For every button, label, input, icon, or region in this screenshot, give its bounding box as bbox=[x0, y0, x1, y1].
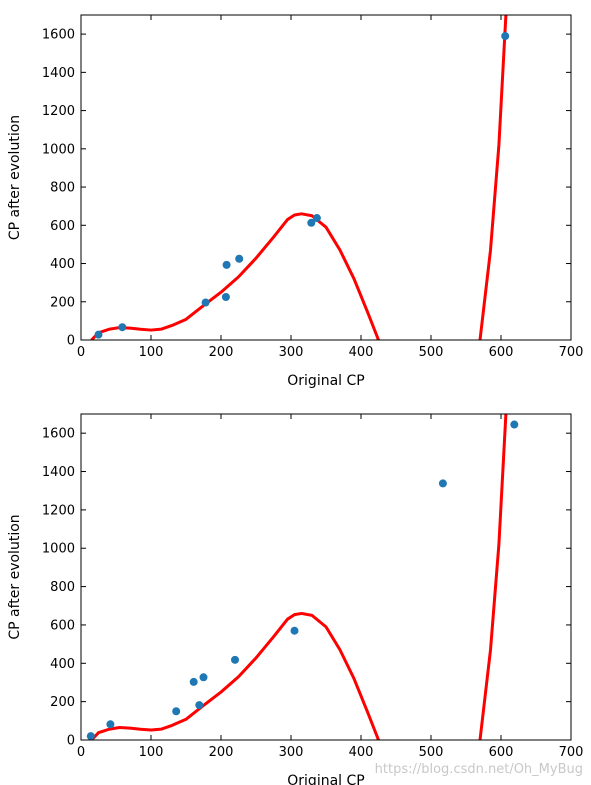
x-tick-label: 300 bbox=[279, 745, 304, 760]
y-axis-label: CP after evolution bbox=[7, 514, 23, 639]
data-point bbox=[189, 677, 198, 686]
x-tick-label: 500 bbox=[419, 745, 444, 760]
chart-top: 0 100 200 300 400 500 600 700 0 200 400 600 800 1000 1… bbox=[7, 14, 584, 389]
x-tick-label: 500 bbox=[419, 345, 444, 360]
data-point bbox=[199, 673, 208, 682]
y-tick-label: 1600 bbox=[42, 427, 75, 442]
x-tick-label: 400 bbox=[349, 745, 374, 760]
x-tick-label: 100 bbox=[139, 745, 164, 760]
y-tick-label: 1200 bbox=[42, 503, 75, 518]
data-point bbox=[118, 323, 127, 332]
y-tick-label: 400 bbox=[50, 257, 75, 272]
data-point bbox=[307, 218, 316, 227]
y-tick-label: 1000 bbox=[42, 542, 75, 557]
y-tick-label: 1400 bbox=[42, 66, 75, 81]
data-point bbox=[510, 420, 519, 429]
y-tick-label: 200 bbox=[50, 295, 75, 310]
y-tick-label: 800 bbox=[50, 181, 75, 196]
plot-frame bbox=[80, 413, 572, 741]
data-point bbox=[235, 254, 244, 263]
y-tick-label: 1600 bbox=[42, 28, 75, 43]
data-point bbox=[106, 720, 115, 729]
data-point bbox=[222, 260, 231, 269]
y-tick-label: 200 bbox=[50, 695, 75, 710]
x-tick-label: 300 bbox=[279, 345, 304, 360]
chart-bottom: 0 100 200 300 400 500 600 700 0 200 400 600 800 1000 1… bbox=[7, 413, 584, 785]
data-point bbox=[201, 298, 210, 307]
x-axis-label: Original CP bbox=[287, 773, 364, 785]
fit-curve-right bbox=[478, 414, 508, 740]
y-tick-label: 0 bbox=[67, 334, 75, 349]
y-tick-label: 0 bbox=[67, 734, 75, 749]
curve-group bbox=[90, 15, 508, 340]
x-tick-label: 0 bbox=[77, 745, 85, 760]
data-point bbox=[231, 655, 239, 664]
data-point bbox=[221, 292, 230, 301]
y-tick-label: 600 bbox=[50, 219, 75, 234]
y-tick-label: 1000 bbox=[42, 142, 75, 157]
curve-group bbox=[90, 414, 508, 740]
watermark-text: https://blog.csdn.net/Oh_MyBug bbox=[375, 762, 583, 777]
y-tick-label: 1200 bbox=[42, 104, 75, 119]
data-point bbox=[438, 479, 447, 488]
y-tick-label: 400 bbox=[50, 657, 75, 672]
fit-curve bbox=[90, 212, 380, 340]
fit-curve bbox=[90, 611, 380, 740]
x-tick-label: 200 bbox=[209, 745, 234, 760]
y-tick-label: 1400 bbox=[42, 465, 75, 480]
y-tick-label: 800 bbox=[50, 580, 75, 595]
x-tick-label: 400 bbox=[349, 345, 374, 360]
x-tick-label: 100 bbox=[139, 345, 164, 360]
x-axis-label: Original CP bbox=[287, 373, 364, 389]
y-axis-label: CP after evolution bbox=[7, 115, 23, 240]
data-point bbox=[172, 707, 181, 716]
x-tick-label: 700 bbox=[559, 345, 584, 360]
data-point bbox=[501, 32, 510, 41]
x-tick-label: 200 bbox=[209, 345, 234, 360]
x-tick-label: 600 bbox=[489, 745, 514, 760]
data-point bbox=[195, 701, 204, 710]
data-point bbox=[94, 330, 103, 339]
y-tick-label: 600 bbox=[50, 618, 75, 633]
fit-curve-right bbox=[478, 15, 508, 340]
data-point bbox=[312, 214, 321, 223]
x-tick-label: 700 bbox=[559, 745, 584, 760]
x-tick-label: 0 bbox=[77, 345, 85, 360]
data-point bbox=[86, 732, 95, 741]
plot-frame bbox=[80, 14, 572, 341]
x-tick-label: 600 bbox=[489, 345, 514, 360]
data-point bbox=[290, 626, 299, 635]
